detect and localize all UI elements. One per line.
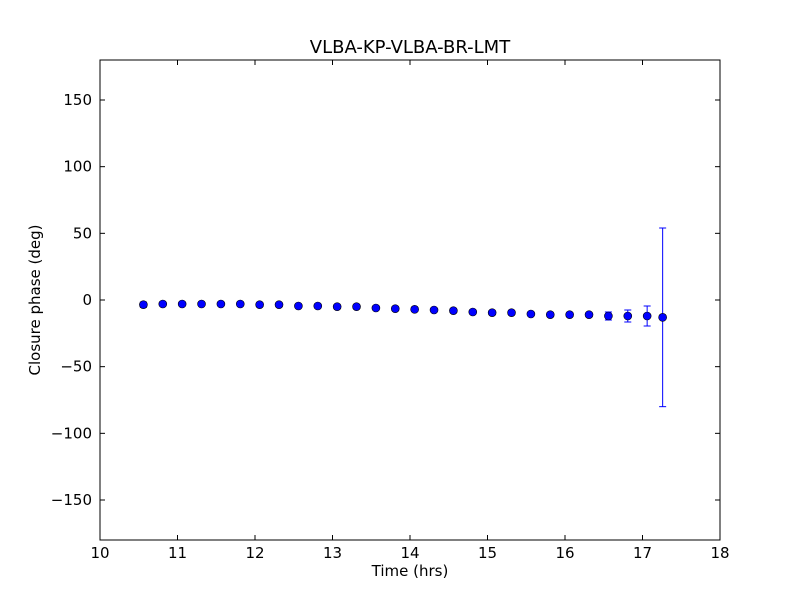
data-point <box>642 311 652 321</box>
data-point <box>235 299 245 309</box>
data-point <box>545 310 555 319</box>
data-point <box>658 313 667 322</box>
y-tick-label: 50 <box>73 224 92 242</box>
data-point <box>332 302 342 311</box>
data-point <box>507 308 516 317</box>
x-tick-label: 11 <box>168 544 187 562</box>
data-point <box>584 310 594 319</box>
data-point <box>604 311 613 321</box>
x-tick-label: 15 <box>478 544 497 562</box>
x-axis-label: Time (hrs) <box>371 562 449 580</box>
x-tick-label: 10 <box>90 544 109 562</box>
data-point <box>410 305 419 314</box>
x-tick-label: 12 <box>245 544 264 562</box>
x-tick-label: 17 <box>633 544 652 562</box>
y-tick-label: −50 <box>60 358 92 376</box>
data-point <box>352 302 361 311</box>
data-point <box>371 303 381 313</box>
data-point <box>429 305 439 315</box>
data-point <box>216 299 226 309</box>
y-tick-label: 150 <box>63 91 92 109</box>
data-point <box>177 299 187 309</box>
data-point <box>274 300 284 309</box>
data-point <box>313 301 323 311</box>
plot-frame <box>99 59 721 541</box>
x-tick-label: 14 <box>400 544 419 562</box>
data-point <box>449 306 458 315</box>
data-point <box>390 304 400 313</box>
x-tick-label: 16 <box>555 544 574 562</box>
y-tick-label: −150 <box>51 491 92 509</box>
data-point <box>139 300 148 309</box>
y-tick-label: 0 <box>82 291 92 309</box>
data-point <box>294 301 303 311</box>
data-point <box>255 300 264 309</box>
y-tick-label: −100 <box>51 424 92 442</box>
y-tick-label: 100 <box>63 158 92 176</box>
data-point <box>158 299 168 309</box>
data-point <box>197 299 206 309</box>
x-tick-label: 18 <box>710 544 729 562</box>
x-tick-label: 13 <box>323 544 342 562</box>
data-point <box>468 307 478 317</box>
data-point <box>526 309 536 319</box>
plot-area: 10 11 12 13 14 15 16 17 18 −150 −100 −50 0 50 100 150 <box>51 60 730 562</box>
data-point <box>565 310 574 319</box>
y-axis-label: Closure phase (deg) <box>26 225 44 376</box>
data-point <box>487 308 497 317</box>
data-point <box>623 311 633 321</box>
chart-title: VLBA-KP-VLBA-BR-LMT <box>310 37 511 58</box>
